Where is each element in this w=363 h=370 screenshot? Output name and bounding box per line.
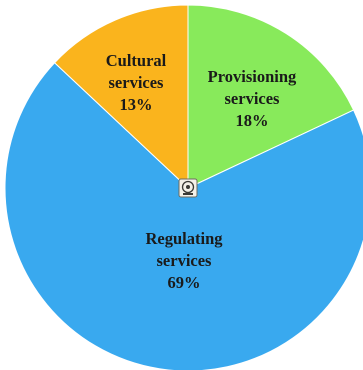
slice-label-line: Regulating	[145, 229, 223, 248]
pie-slice-cultural	[53, 4, 189, 190]
slice-label-line: 13%	[120, 95, 153, 114]
slice-label-regulating: Regulating services 69%	[145, 229, 223, 292]
slice-label-line: Cultural	[106, 51, 167, 70]
slice-label-cultural: Cultural services 13%	[106, 51, 167, 114]
pie-slice-provisioning	[187, 4, 355, 189]
slice-label-line: services	[225, 89, 281, 108]
emblem-icon	[178, 178, 198, 198]
slice-label-line: 18%	[236, 111, 269, 130]
slice-label-line: services	[109, 73, 165, 92]
pie-slice-regulating	[4, 62, 363, 370]
slice-label-line: services	[157, 251, 213, 270]
slice-label-line: 69%	[168, 273, 201, 292]
slice-label-provisioning: Provisioning services 18%	[208, 67, 297, 130]
slice-label-line: Provisioning	[208, 67, 297, 86]
